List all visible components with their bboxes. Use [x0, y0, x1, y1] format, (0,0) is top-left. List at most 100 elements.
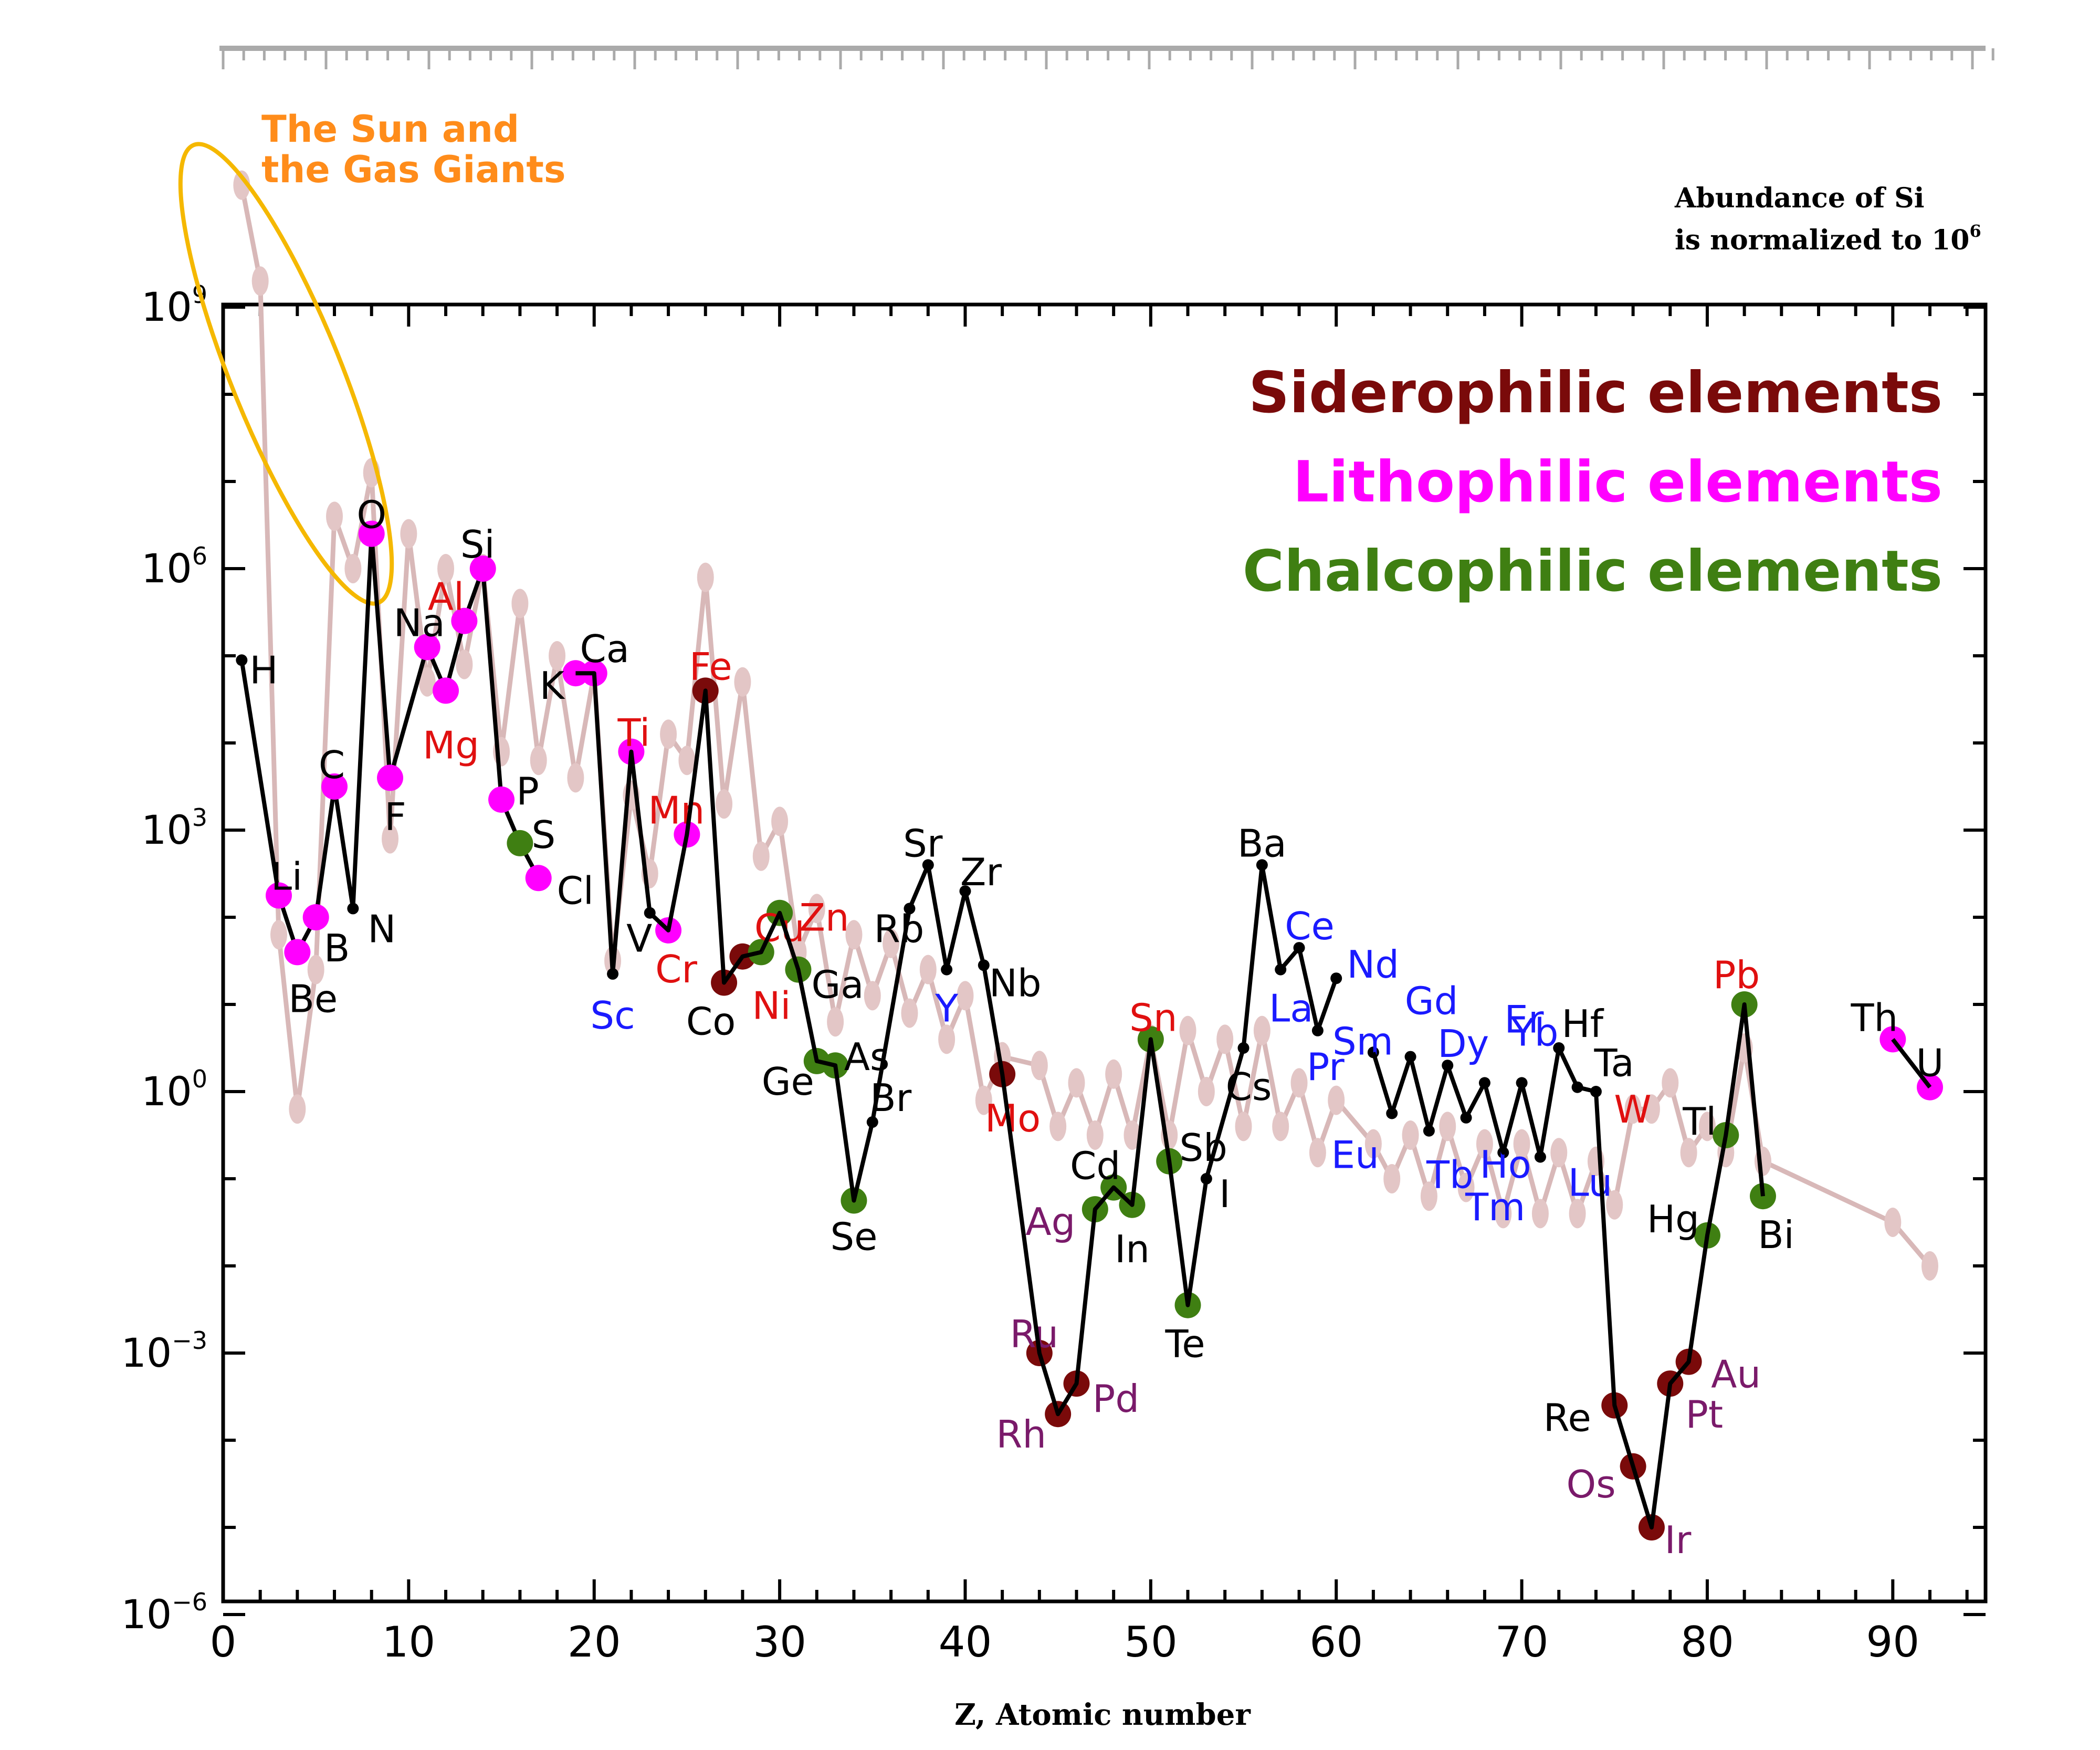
element-label: Hf — [1562, 1002, 1604, 1046]
solar-point — [1476, 1129, 1493, 1159]
element-label: Na — [394, 601, 445, 645]
x-tick-label: 50 — [1124, 1618, 1178, 1667]
element-label: La — [1269, 987, 1313, 1031]
element-label: Gd — [1405, 979, 1458, 1023]
solar-point — [1680, 1138, 1697, 1168]
top-ruler — [219, 46, 1994, 69]
y-tick-exponent: −3 — [172, 1326, 207, 1355]
solar-point — [1513, 1129, 1530, 1159]
solar-point — [1068, 1068, 1085, 1098]
element-label: K — [540, 664, 565, 708]
element-label: Hg — [1647, 1197, 1699, 1241]
element-label: Ge — [762, 1060, 814, 1104]
y-tick-label: 10−6 — [121, 1588, 207, 1638]
element-label: Bi — [1758, 1213, 1794, 1257]
element-label: Zn — [800, 896, 849, 940]
y-tick-label: 10−3 — [121, 1326, 207, 1376]
element-label: Pt — [1685, 1392, 1723, 1437]
solar-point — [549, 641, 566, 670]
solar-point — [382, 824, 399, 854]
element-label: Rb — [874, 907, 925, 951]
earth-series-line-segment — [1371, 1002, 1765, 1529]
element-label: Ag — [1025, 1200, 1075, 1244]
solar-point — [901, 998, 918, 1028]
solar-series — [233, 170, 1938, 1281]
element-label: Os — [1567, 1462, 1616, 1506]
solar-point — [1439, 1112, 1456, 1141]
solar-point — [530, 746, 547, 776]
element-label: Tm — [1465, 1185, 1525, 1229]
solar-point — [1624, 1094, 1642, 1124]
element-label: Rh — [996, 1412, 1046, 1456]
y-tick-base: 10 — [121, 1329, 172, 1376]
solar-point — [938, 1024, 956, 1054]
solar-point — [456, 649, 473, 679]
element-label: Cr — [655, 947, 697, 991]
solar-point — [344, 554, 362, 583]
element-label: B — [324, 926, 350, 970]
element-label: Sc — [590, 993, 635, 1038]
y-tick-label: 106 — [141, 542, 207, 592]
element-label: N — [368, 907, 396, 951]
element-label: Er — [1504, 997, 1544, 1041]
earth-point-lithophile — [469, 556, 496, 582]
element-label: Fe — [689, 644, 732, 688]
y-tick-exponent: 0 — [192, 1065, 207, 1093]
y-tick-label: 100 — [141, 1065, 207, 1115]
solar-point — [716, 789, 733, 819]
x-tick-label: 90 — [1866, 1618, 1919, 1667]
solar-point — [1884, 1208, 1902, 1237]
element-label: Pb — [1713, 953, 1760, 997]
solar-point — [1383, 1164, 1401, 1193]
solar-point — [678, 746, 696, 776]
solar-point — [1124, 1120, 1141, 1150]
element-label: Y — [934, 987, 959, 1031]
element-label: Pr — [1307, 1045, 1345, 1089]
solar-point — [270, 920, 288, 950]
earth-point-lithophile — [488, 786, 515, 813]
x-tick-label: 60 — [1309, 1618, 1363, 1667]
element-label: Li — [271, 855, 302, 899]
element-label: S — [532, 813, 556, 857]
element-label: Ir — [1665, 1518, 1692, 1562]
axis-ticks — [222, 305, 1986, 1616]
solar-point — [511, 589, 529, 619]
element-label: Ca — [580, 627, 629, 671]
x-tick-label: 70 — [1495, 1618, 1549, 1667]
solar-point — [1235, 1112, 1252, 1141]
element-label: Tb — [1426, 1153, 1474, 1197]
element-label: W — [1614, 1087, 1651, 1131]
plot-frame — [221, 302, 1988, 1604]
y-tick-exponent: −6 — [172, 1588, 207, 1616]
solar-point — [1216, 1024, 1234, 1054]
element-label: P — [516, 769, 539, 813]
y-tick-exponent: 6 — [192, 542, 207, 570]
element-label: Lu — [1568, 1161, 1612, 1205]
y-tick-exponent: 3 — [192, 803, 207, 832]
annotation-line-2: the Gas Giants — [261, 148, 566, 191]
solar-point — [1031, 1051, 1048, 1081]
solar-point — [326, 501, 343, 531]
element-label: Pd — [1093, 1377, 1139, 1421]
solar-point — [1049, 1112, 1067, 1141]
x-tick-label: 80 — [1681, 1618, 1734, 1667]
solar-point — [1457, 1172, 1475, 1202]
legend-item: Chalcophilic elements — [1243, 539, 1942, 604]
solar-point — [1290, 1068, 1308, 1098]
element-label: I — [1219, 1172, 1230, 1216]
earth-point-lithophile — [284, 939, 311, 966]
solar-point — [864, 981, 881, 1011]
solar-point — [289, 1094, 306, 1124]
y-tick-base: 10 — [141, 545, 192, 592]
element-label: Al — [428, 575, 464, 619]
solar-point — [697, 562, 714, 592]
solar-point — [1272, 1112, 1289, 1141]
earth-point-lithophile — [451, 607, 478, 634]
y-tick-base: 10 — [141, 1068, 192, 1115]
x-tick-labels: 0 10 20 30 40 50 60 70 80 90 — [210, 1618, 1920, 1667]
element-label: Ce — [1285, 904, 1335, 948]
legend-item: Siderophilic elements — [1248, 360, 1942, 426]
solar-point — [1662, 1068, 1679, 1098]
